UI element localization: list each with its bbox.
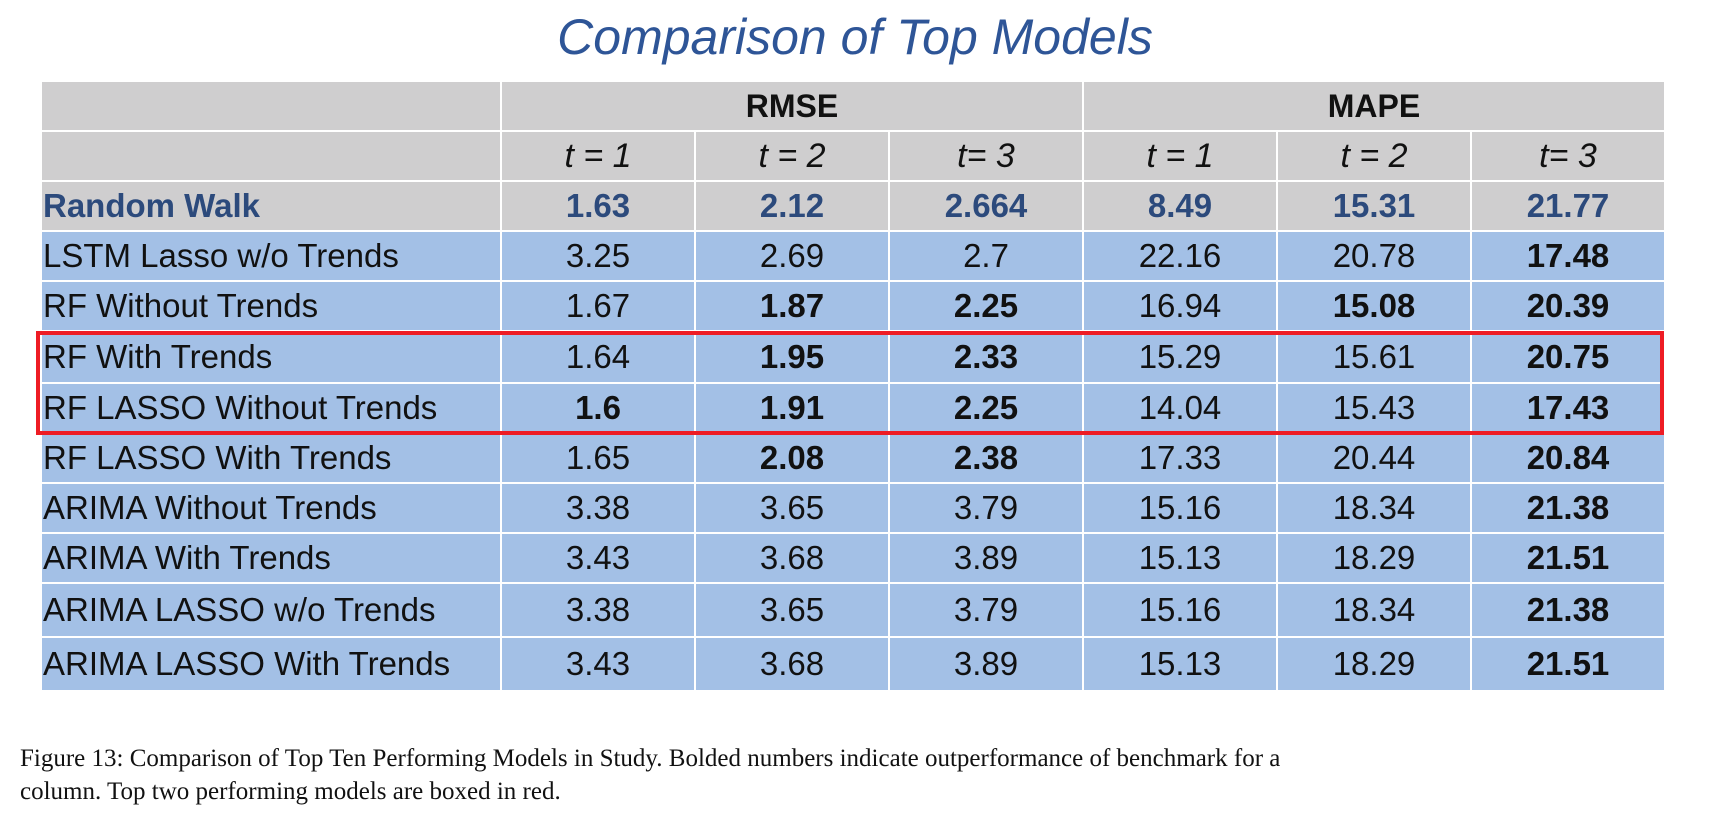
metric-value-cell: 15.61	[1276, 330, 1472, 384]
horizon-header: t = 2	[694, 130, 890, 182]
corner-cell	[40, 80, 502, 132]
comparison-table: RMSE MAPE t = 1 t = 2 t= 3 t = 1 t = 2 t…	[40, 80, 1666, 692]
metric-value-cell: 17.48	[1470, 230, 1666, 282]
metric-value-cell: 20.75	[1470, 330, 1666, 384]
horizon-header: t= 3	[888, 130, 1084, 182]
benchmark-row: Random Walk 1.63 2.12 2.664 8.49 15.31 21.77	[40, 180, 1666, 232]
metric-value-cell: 20.78	[1276, 230, 1472, 282]
metric-value-cell: 1.87	[694, 280, 890, 332]
corner-cell	[40, 130, 502, 182]
model-row: RF LASSO Without Trends 1.6 1.91 2.25 14.04 1…	[40, 382, 1666, 434]
model-row: ARIMA Without Trends 3.38 3.65 3.79 15.16 18.…	[40, 482, 1666, 534]
metric-value-cell: 18.34	[1276, 482, 1472, 534]
metric-value-cell: 21.77	[1470, 180, 1666, 232]
metric-value-cell: 18.29	[1276, 532, 1472, 584]
model-row: RF LASSO With Trends 1.65 2.08 2.38 17.33 20.…	[40, 432, 1666, 484]
horizon-header: t = 1	[500, 130, 696, 182]
metric-value-cell: 3.89	[888, 636, 1084, 692]
metric-value-cell: 20.44	[1276, 432, 1472, 484]
model-name-cell: ARIMA With Trends	[40, 532, 502, 584]
metric-value-cell: 20.84	[1470, 432, 1666, 484]
model-row: RF With Trends 1.64 1.95 2.33 15.29 15.61 20.7…	[40, 330, 1666, 384]
model-name-cell: RF LASSO With Trends	[40, 432, 502, 484]
metric-value-cell: 3.25	[500, 230, 696, 282]
metric-value-cell: 2.25	[888, 382, 1084, 434]
metric-value-cell: 1.64	[500, 330, 696, 384]
model-row: ARIMA LASSO w/o Trends 3.38 3.65 3.79 15.16 1…	[40, 582, 1666, 638]
metric-value-cell: 2.7	[888, 230, 1084, 282]
caption-line: Figure 13: Comparison of Top Ten Perform…	[20, 745, 1281, 772]
metric-value-cell: 15.13	[1082, 532, 1278, 584]
metric-value-cell: 18.34	[1276, 582, 1472, 638]
metric-value-cell: 3.38	[500, 582, 696, 638]
metric-value-cell: 8.49	[1082, 180, 1278, 232]
model-name-cell: RF LASSO Without Trends	[40, 382, 502, 434]
metric-value-cell: 2.25	[888, 280, 1084, 332]
figure-caption: Figure 13: Comparison of Top Ten Perform…	[20, 742, 1700, 808]
model-name-cell: ARIMA Without Trends	[40, 482, 502, 534]
model-name-cell: ARIMA LASSO w/o Trends	[40, 582, 502, 638]
model-row: ARIMA LASSO With Trends 3.43 3.68 3.89 15.13…	[40, 636, 1666, 692]
metric-value-cell: 21.51	[1470, 532, 1666, 584]
model-row: RF Without Trends 1.67 1.87 2.25 16.94 15.08 2…	[40, 280, 1666, 332]
caption-line: column. Top two performing models are bo…	[20, 778, 561, 805]
metric-value-cell: 18.29	[1276, 636, 1472, 692]
metric-value-cell: 16.94	[1082, 280, 1278, 332]
metric-value-cell: 17.33	[1082, 432, 1278, 484]
metric-value-cell: 1.67	[500, 280, 696, 332]
metric-value-cell: 2.69	[694, 230, 890, 282]
metric-value-cell: 1.63	[500, 180, 696, 232]
metric-value-cell: 14.04	[1082, 382, 1278, 434]
metric-value-cell: 3.65	[694, 582, 890, 638]
metric-value-cell: 15.13	[1082, 636, 1278, 692]
metric-value-cell: 15.08	[1276, 280, 1472, 332]
metric-value-cell: 3.68	[694, 532, 890, 584]
metric-value-cell: 1.65	[500, 432, 696, 484]
slide-title: Comparison of Top Models	[557, 9, 1153, 65]
metric-value-cell: 3.79	[888, 582, 1084, 638]
model-name-cell: LSTM Lasso w/o Trends	[40, 230, 502, 282]
metric-value-cell: 3.38	[500, 482, 696, 534]
metric-value-cell: 1.6	[500, 382, 696, 434]
group-header-mape: MAPE	[1082, 80, 1666, 132]
metric-value-cell: 21.51	[1470, 636, 1666, 692]
metric-value-cell: 2.664	[888, 180, 1084, 232]
metric-value-cell: 2.33	[888, 330, 1084, 384]
metric-value-cell: 15.31	[1276, 180, 1472, 232]
group-header-rmse: RMSE	[500, 80, 1084, 132]
table-body: Random Walk 1.63 2.12 2.664 8.49 15.31 21.77 LS…	[40, 180, 1666, 692]
metric-value-cell: 17.43	[1470, 382, 1666, 434]
horizon-header: t = 1	[1082, 130, 1278, 182]
model-name-cell: RF Without Trends	[40, 280, 502, 332]
metric-value-cell: 21.38	[1470, 582, 1666, 638]
model-name-cell: Random Walk	[40, 180, 502, 232]
metric-value-cell: 20.39	[1470, 280, 1666, 332]
metric-value-cell: 3.68	[694, 636, 890, 692]
metric-value-cell: 3.89	[888, 532, 1084, 584]
horizon-header-row: t = 1 t = 2 t= 3 t = 1 t = 2 t= 3	[40, 130, 1666, 182]
metric-value-cell: 3.65	[694, 482, 890, 534]
model-row: ARIMA With Trends 3.43 3.68 3.89 15.13 18.29 2…	[40, 532, 1666, 584]
metric-value-cell: 15.16	[1082, 482, 1278, 534]
metric-value-cell: 2.12	[694, 180, 890, 232]
metric-value-cell: 3.43	[500, 532, 696, 584]
metric-value-cell: 15.16	[1082, 582, 1278, 638]
metric-value-cell: 15.43	[1276, 382, 1472, 434]
metric-value-cell: 15.29	[1082, 330, 1278, 384]
metric-value-cell: 2.38	[888, 432, 1084, 484]
metric-value-cell: 22.16	[1082, 230, 1278, 282]
group-header-row: RMSE MAPE	[40, 80, 1666, 132]
metric-value-cell: 1.95	[694, 330, 890, 384]
model-name-cell: RF With Trends	[40, 330, 502, 384]
model-row: LSTM Lasso w/o Trends 3.25 2.69 2.7 22.16 20.…	[40, 230, 1666, 282]
metric-value-cell: 3.43	[500, 636, 696, 692]
metric-value-cell: 21.38	[1470, 482, 1666, 534]
metric-value-cell: 1.91	[694, 382, 890, 434]
model-name-cell: ARIMA LASSO With Trends	[40, 636, 502, 692]
horizon-header: t = 2	[1276, 130, 1472, 182]
horizon-header: t= 3	[1470, 130, 1666, 182]
metric-value-cell: 2.08	[694, 432, 890, 484]
metric-value-cell: 3.79	[888, 482, 1084, 534]
